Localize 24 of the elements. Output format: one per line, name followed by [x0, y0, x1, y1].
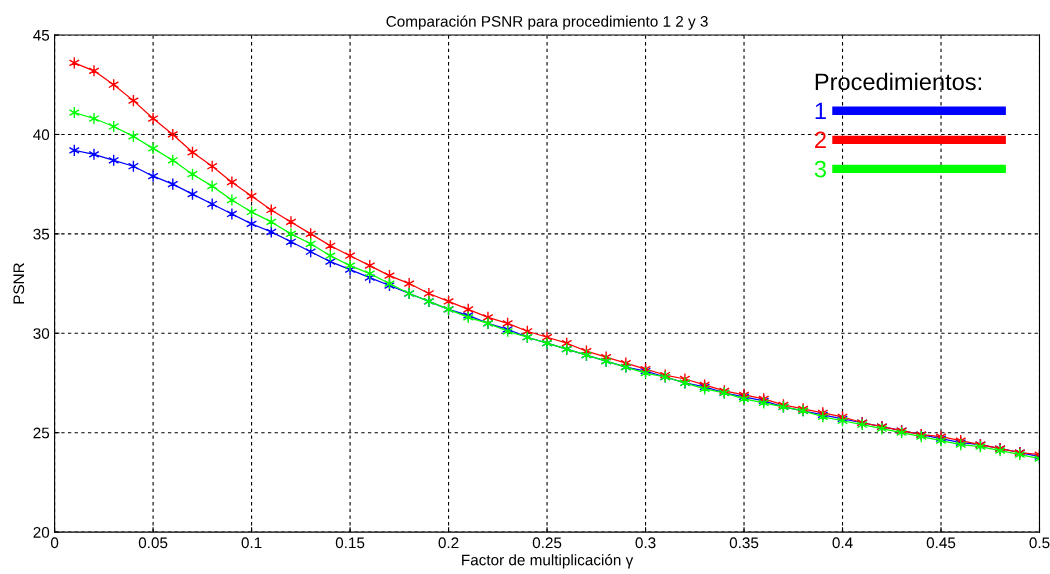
y-axis-title: PSNR — [13, 263, 25, 304]
x-tick-label: 0.05 — [138, 537, 168, 549]
text: 2 — [815, 131, 826, 149]
x-tick-label: 0.1 — [241, 537, 262, 549]
chart-title: Comparación PSNR para procedimiento 1 2 y 3 — [386, 15, 708, 30]
y-tick-label: 25 — [33, 427, 50, 439]
x-tick-label: 0.2 — [438, 537, 459, 549]
x-tick-label: 0.5 — [1029, 537, 1050, 549]
x-tick-label: 0 — [50, 537, 59, 549]
y-tick-label: 20 — [33, 526, 50, 538]
x-tick-label: 0.4 — [832, 537, 853, 549]
x-tick-label: 0.3 — [635, 537, 656, 549]
x-tick-label: 0.15 — [335, 537, 365, 549]
text: 1 — [815, 102, 826, 119]
y-tick-label: 45 — [33, 30, 50, 41]
x-tick-label: 0.45 — [926, 537, 956, 549]
y-tick-label: 35 — [33, 228, 50, 240]
y-tick-label: 40 — [33, 129, 50, 141]
x-tick-label: 0.35 — [729, 537, 759, 549]
x-tick-label: 0.25 — [532, 537, 562, 549]
text: 3 — [814, 160, 826, 178]
x-axis-title: Factor de multiplicación γ — [462, 553, 634, 569]
y-tick-label: 30 — [33, 328, 50, 339]
legend-title: Procedimientos: — [815, 72, 981, 91]
